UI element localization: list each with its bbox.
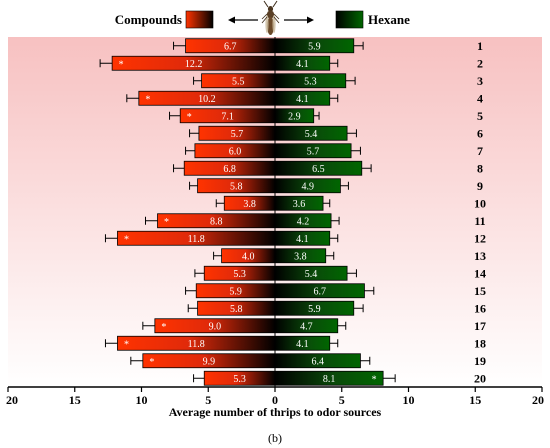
value-label-compounds-16: 5.8 — [230, 304, 243, 315]
value-label-hexane-20: 8.1 — [323, 374, 336, 385]
value-label-hexane-16: 5.9 — [308, 304, 321, 315]
significance-star-compounds-2: * — [119, 59, 124, 70]
row-label-15: 15 — [474, 284, 486, 298]
value-label-compounds-3: 5.5 — [232, 76, 245, 87]
value-label-compounds-15: 5.9 — [229, 286, 242, 297]
value-label-compounds-10: 3.8 — [243, 199, 256, 210]
value-label-hexane-14: 5.4 — [305, 269, 318, 280]
value-label-hexane-4: 4.1 — [296, 94, 309, 105]
value-label-hexane-17: 4.7 — [300, 321, 313, 332]
right-arrow-icon — [284, 16, 314, 24]
row-label-12: 12 — [474, 231, 486, 245]
x-axis-ticks: 20 15 10 5 0 5 10 15 20 — [6, 387, 544, 407]
row-label-9: 9 — [477, 179, 483, 193]
row-label-2: 2 — [477, 56, 483, 70]
legend: Compounds Hexane — [115, 0, 410, 35]
value-label-hexane-3: 5.3 — [304, 76, 317, 87]
row-label-3: 3 — [477, 74, 483, 88]
value-label-hexane-9: 4.9 — [301, 181, 314, 192]
legend-right-label: Hexane — [368, 12, 410, 27]
row-label-16: 16 — [474, 301, 486, 315]
x-tick-label-7: 15 — [469, 393, 481, 407]
legend-right-swatch — [335, 10, 364, 29]
value-label-compounds-17: 9.0 — [209, 321, 222, 332]
value-label-hexane-5: 2.9 — [288, 111, 301, 122]
thrips-insect-icon — [261, 0, 280, 35]
row-label-4: 4 — [477, 91, 483, 105]
x-axis-label: Average number of thrips to odor sources — [169, 405, 382, 419]
value-label-compounds-12: 11.8 — [188, 234, 205, 245]
value-label-hexane-6: 5.4 — [305, 129, 318, 140]
left-arrow-icon — [228, 16, 258, 24]
x-tick-label-5: 5 — [339, 393, 345, 407]
x-tick-label-2: 10 — [136, 393, 148, 407]
value-label-hexane-19: 6.4 — [311, 356, 324, 367]
row-label-13: 13 — [474, 249, 486, 263]
row-label-19: 19 — [474, 354, 486, 368]
row-label-11: 11 — [474, 214, 485, 228]
significance-star-hexane-20: * — [372, 374, 377, 385]
legend-left-label: Compounds — [115, 12, 182, 27]
value-label-compounds-8: 6.8 — [223, 164, 236, 175]
significance-star-compounds-4: * — [145, 94, 150, 105]
value-label-hexane-15: 6.7 — [313, 286, 326, 297]
value-label-hexane-8: 6.5 — [312, 164, 325, 175]
value-label-hexane-2: 4.1 — [296, 59, 309, 70]
row-label-1: 1 — [477, 39, 483, 53]
x-tick-label-0: 20 — [6, 393, 18, 407]
x-tick-label-1: 15 — [69, 393, 81, 407]
value-label-compounds-1: 6.7 — [224, 41, 237, 52]
significance-star-compounds-19: * — [149, 357, 154, 368]
value-label-compounds-6: 5.7 — [231, 129, 244, 140]
value-label-compounds-11: 8.8 — [210, 216, 223, 227]
value-label-compounds-20: 5.3 — [233, 374, 246, 385]
row-label-14: 14 — [474, 266, 486, 280]
x-tick-label-4: 0 — [272, 393, 278, 407]
value-label-compounds-13: 4.0 — [242, 251, 255, 262]
value-label-hexane-7: 5.7 — [307, 146, 320, 157]
significance-star-compounds-5: * — [187, 112, 192, 123]
value-label-compounds-5: 7.1 — [221, 111, 234, 122]
value-labels: 6.7 5.9 12.2 * 4.1 5.5 5.3 10.2 * 4.1 7.1 * 2.9 5.7 5.… — [119, 41, 377, 385]
row-label-18: 18 — [474, 336, 486, 350]
value-label-hexane-1: 5.9 — [308, 41, 321, 52]
value-label-compounds-4: 10.2 — [198, 94, 216, 105]
significance-star-compounds-12: * — [124, 234, 129, 245]
value-label-hexane-18: 4.1 — [296, 339, 309, 350]
significance-star-compounds-17: * — [161, 322, 166, 333]
row-label-6: 6 — [477, 126, 483, 140]
value-label-hexane-11: 4.2 — [297, 216, 310, 227]
x-tick-label-8: 20 — [532, 393, 544, 407]
bars — [99, 38, 396, 386]
row-label-5: 5 — [477, 109, 483, 123]
value-label-compounds-2: 12.2 — [185, 59, 203, 70]
row-label-17: 17 — [474, 319, 486, 333]
value-label-hexane-12: 4.1 — [296, 234, 309, 245]
row-label-8: 8 — [477, 161, 483, 175]
figure-caption: (b) — [268, 431, 282, 445]
row-label-7: 7 — [477, 144, 483, 158]
x-tick-label-3: 5 — [205, 393, 211, 407]
significance-star-compounds-18: * — [124, 339, 129, 350]
value-label-compounds-18: 11.8 — [188, 339, 205, 350]
value-label-hexane-13: 3.8 — [294, 251, 307, 262]
value-label-compounds-7: 6.0 — [229, 146, 242, 157]
legend-left-swatch — [185, 10, 214, 29]
x-tick-label-6: 10 — [403, 393, 415, 407]
row-label-20: 20 — [474, 371, 486, 385]
value-label-compounds-19: 9.9 — [203, 356, 216, 367]
value-label-compounds-9: 5.8 — [230, 181, 243, 192]
row-label-10: 10 — [474, 196, 486, 210]
value-label-compounds-14: 5.3 — [233, 269, 246, 280]
significance-star-compounds-11: * — [164, 217, 169, 228]
value-label-hexane-10: 3.6 — [293, 199, 306, 210]
